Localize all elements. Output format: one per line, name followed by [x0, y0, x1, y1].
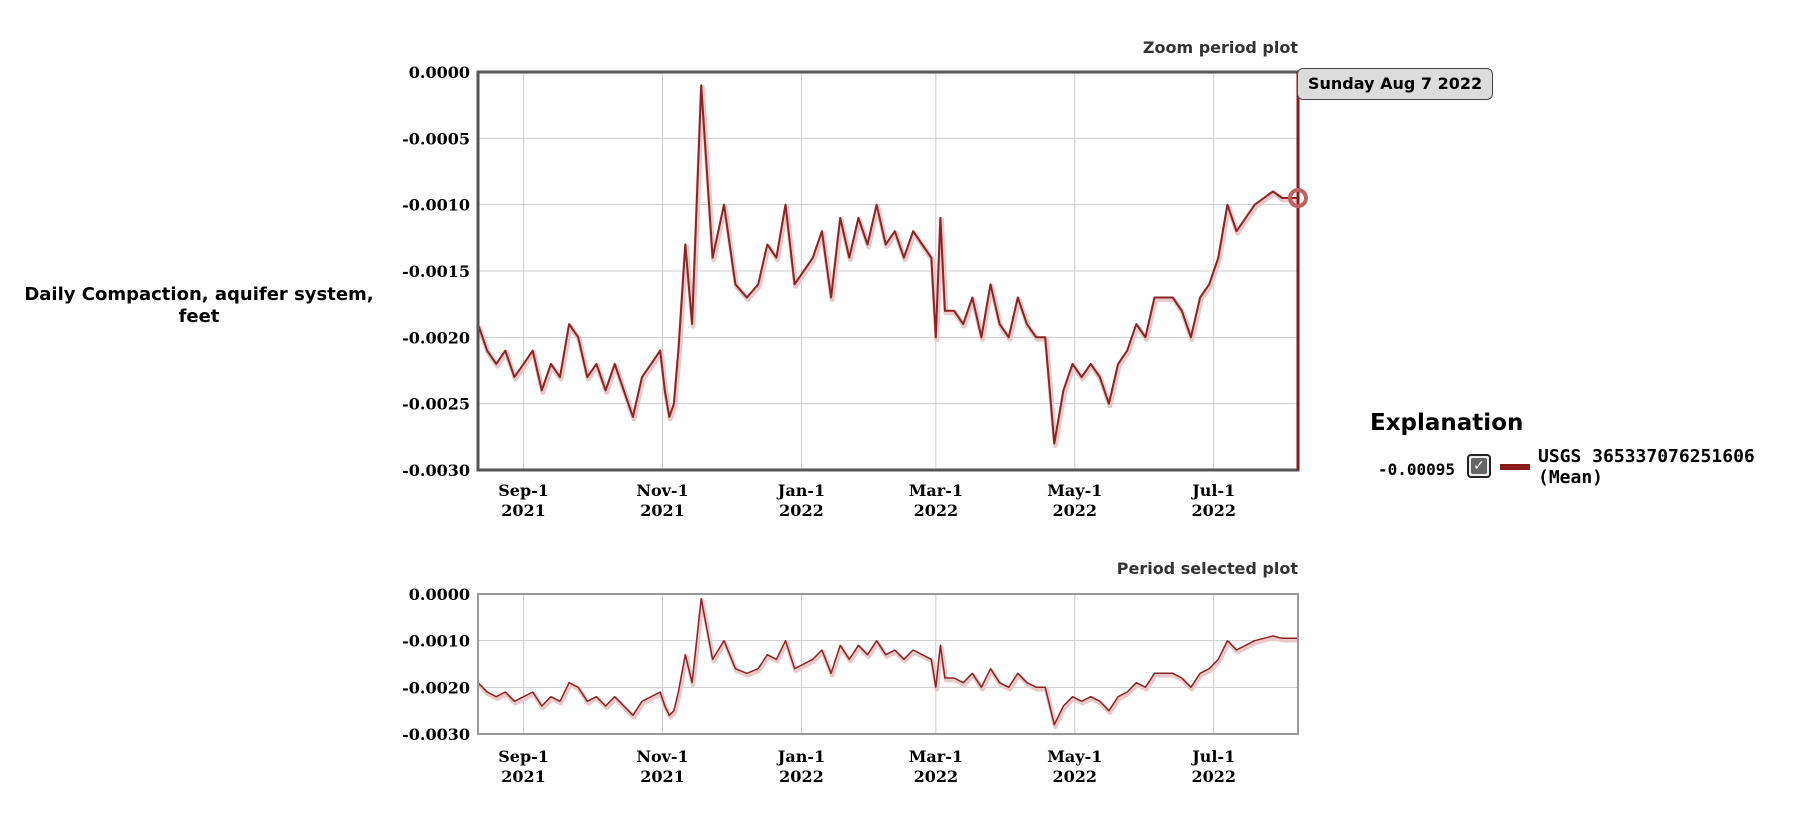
zoom-y-tick-label: 0.0000 — [409, 63, 470, 82]
period-x-tick-year: 2022 — [914, 767, 959, 786]
zoom-series-line — [477, 84, 1298, 445]
zoom-x-tick-year: 2022 — [1053, 501, 1098, 520]
period-plot-title: Period selected plot — [1117, 559, 1299, 578]
period-x-tick-label: Mar-1 — [909, 747, 963, 766]
period-y-tick-label: -0.0010 — [402, 632, 470, 651]
period-x-tick-year: 2021 — [501, 767, 546, 786]
period-x-tick-label: Sep-1 — [498, 747, 549, 766]
y-axis-label-line2: feet — [178, 306, 220, 327]
series-toggle-checkbox[interactable]: ✓ — [1467, 454, 1491, 478]
period-series-shadow — [477, 598, 1299, 729]
period-y-tick-label: -0.0030 — [402, 725, 470, 744]
y-axis-label: Daily Compaction, aquifer system, feet — [14, 284, 384, 328]
period-x-tick-label: Nov-1 — [636, 747, 688, 766]
zoom-x-tick-label: Nov-1 — [636, 481, 688, 500]
legend-series-name-line1: USGS 365337076251606 — [1538, 446, 1755, 467]
zoom-y-tick-label: -0.0025 — [402, 395, 470, 414]
period-x-tick-year: 2022 — [1191, 767, 1236, 786]
period-x-tick-year: 2022 — [1053, 767, 1098, 786]
zoom-y-tick-label: -0.0030 — [402, 461, 470, 480]
legend-series-name: USGS 365337076251606 (Mean) — [1538, 446, 1808, 488]
period-series-line — [477, 597, 1298, 726]
period-x-tick-year: 2021 — [640, 767, 685, 786]
zoom-x-tick-label: Jul-1 — [1190, 481, 1235, 500]
period-x-tick-label: Jan-1 — [776, 747, 825, 766]
legend-current-value: -0.00095 — [1378, 460, 1456, 479]
y-axis-label-line1: Daily Compaction, aquifer system, — [24, 284, 374, 305]
zoom-x-tick-year: 2022 — [779, 501, 824, 520]
zoom-y-tick-label: -0.0020 — [402, 328, 470, 347]
zoom-y-tick-label: -0.0015 — [402, 262, 470, 281]
legend-title: Explanation — [1370, 410, 1524, 436]
zoom-x-tick-year: 2021 — [501, 501, 546, 520]
period-y-tick-label: 0.0000 — [409, 585, 470, 604]
hover-point-marker — [1288, 188, 1308, 209]
zoom-x-tick-year: 2022 — [914, 501, 959, 520]
checkmark-icon: ✓ — [1471, 458, 1487, 474]
period-x-tick-label: Jul-1 — [1190, 747, 1235, 766]
zoom-plot-title: Zoom period plot — [1143, 38, 1298, 57]
period-x-tick-label: May-1 — [1047, 747, 1102, 766]
zoom-y-tick-label: -0.0005 — [402, 129, 470, 148]
zoom-x-tick-label: Sep-1 — [498, 481, 549, 500]
period-x-tick-year: 2022 — [779, 767, 824, 786]
zoom-y-tick-label: -0.0010 — [402, 196, 470, 215]
zoom-x-tick-year: 2021 — [640, 501, 685, 520]
series-color-swatch — [1500, 464, 1530, 470]
hover-date-tooltip: Sunday Aug 7 2022 — [1297, 68, 1494, 100]
zoom-series-shadow — [476, 84, 1299, 448]
period-plot-frame — [477, 593, 1299, 735]
legend-series-name-line2: (Mean) — [1538, 467, 1604, 488]
zoom-x-tick-label: May-1 — [1047, 481, 1102, 500]
zoom-x-tick-label: Jan-1 — [776, 481, 825, 500]
period-y-tick-label: -0.0020 — [402, 678, 470, 697]
zoom-x-tick-label: Mar-1 — [909, 481, 963, 500]
zoom-x-tick-year: 2022 — [1191, 501, 1236, 520]
